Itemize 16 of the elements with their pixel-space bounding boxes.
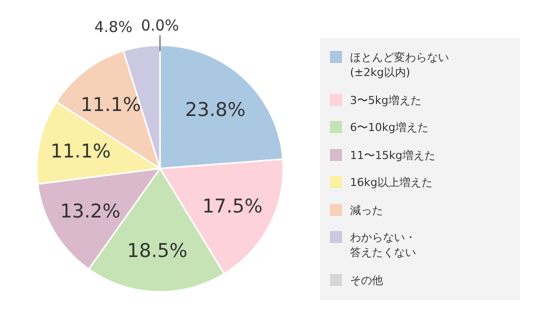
- legend-label: 6〜10kg増えた: [350, 120, 428, 136]
- legend-label: わからない・答えたくない: [350, 230, 417, 260]
- data-label: 18.5%: [127, 240, 188, 262]
- legend-label: その他: [350, 272, 383, 288]
- legend-label: 3〜5kg増えた: [350, 92, 422, 108]
- data-label: 4.8%: [94, 18, 132, 36]
- text: 0.0%: [140, 16, 180, 34]
- data-label: 11.1%: [80, 94, 141, 116]
- legend-label: ほとんど変わらない(±2kg以内): [350, 50, 450, 80]
- legend-label: 16kg以上増えた: [350, 175, 432, 190]
- data-label: 17.5%: [202, 196, 263, 218]
- legend-label: 11〜15kg増えた: [350, 148, 436, 163]
- data-label: 23.8%: [185, 98, 246, 121]
- legend-label: 減った: [350, 202, 383, 218]
- data-label: 11.1%: [50, 140, 111, 163]
- data-label: 13.2%: [60, 200, 120, 222]
